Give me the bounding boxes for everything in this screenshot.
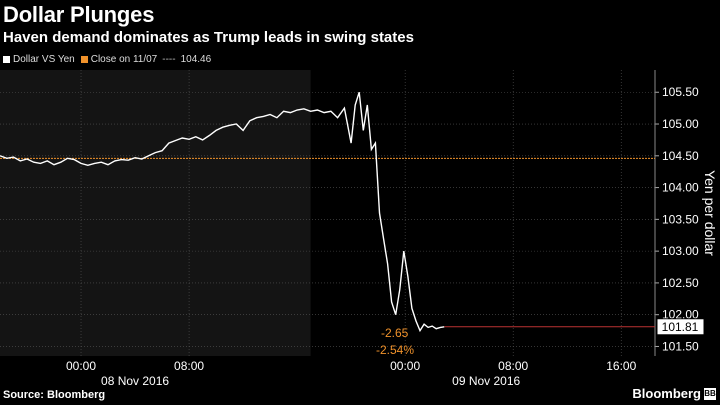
y-tick-label: 105.00 [662,117,699,131]
legend-swatch-close [80,56,88,63]
legend-label-series: Dollar VS Yen [13,54,75,65]
legend-close-separator: ---- [162,54,176,65]
series-line [0,91,445,333]
y-tick-label: 104.00 [662,181,699,195]
y-tick-label: 103.00 [662,244,699,258]
legend: Dollar VS Yen Close on 11/07 ---- 104.46 [3,54,217,65]
y-tick-label: 104.50 [662,149,699,163]
legend-item-close: Close on 11/07 ---- 104.46 [80,54,212,65]
chart-subtitle: Haven demand dominates as Trump leads in… [3,29,414,46]
annotation-change-pct: -2.54% [376,343,414,357]
shaded-region [0,70,311,356]
brand-logo: Bloomberg BB [632,386,716,401]
y-tick-label: 105.50 [662,85,699,99]
legend-label-close: Close on 11/07 [90,54,158,65]
x-tick-label: 08:00 [498,359,528,373]
x-tick-label: 00:00 [66,359,96,373]
brand-mark-icon: BB [704,387,716,400]
x-tick-label: 08:00 [174,359,204,373]
y-tick-label: 103.50 [662,212,699,226]
x-tick-label: 00:00 [390,359,420,373]
source-note: Source: Bloomberg [3,389,106,401]
annotation-change: -2.65 [381,326,409,340]
legend-item-series: Dollar VS Yen [3,54,75,65]
x-tick-label: 16:00 [606,359,636,373]
brand-name: Bloomberg [632,386,701,401]
chart-title: Dollar Plunges [3,2,155,27]
y-tick-label: 102.50 [662,276,699,290]
legend-close-value: 104.46 [180,54,212,65]
y-tick-label: 102.00 [662,308,699,322]
x-date-label: 09 Nov 2016 [452,374,520,388]
last-value-label: 101.81 [662,320,699,334]
last-value-box [656,318,705,336]
y-tick-label: 101.50 [662,339,699,353]
legend-swatch-series [3,56,10,63]
x-date-label: 08 Nov 2016 [101,374,169,388]
y-axis-title: Yen per dollar [702,170,718,256]
